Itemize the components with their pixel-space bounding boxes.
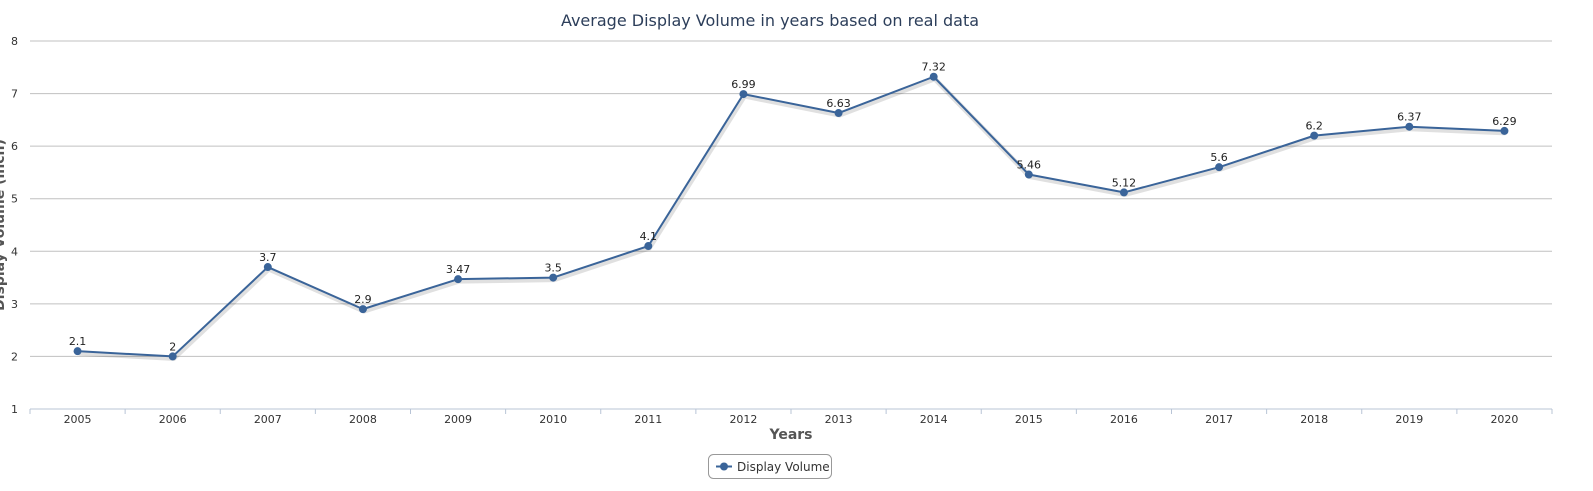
data-label: 6.2 <box>1305 120 1323 133</box>
series-line <box>77 75 1505 358</box>
data-label: 3.5 <box>544 262 562 275</box>
x-tick-label: 2015 <box>1015 413 1043 426</box>
x-tick-label: 2006 <box>159 413 187 426</box>
grid-lines <box>30 40 1552 357</box>
y-tick-label: 5 <box>11 193 18 206</box>
x-tick-label: 2016 <box>1110 413 1138 426</box>
data-point[interactable] <box>73 347 82 356</box>
data-label: 4.1 <box>640 230 658 243</box>
data-label: 3.7 <box>259 251 277 264</box>
data-point[interactable] <box>1405 122 1414 131</box>
x-tick-label: 2007 <box>254 413 282 426</box>
x-tick-label: 2005 <box>64 413 92 426</box>
data-point[interactable] <box>644 242 653 251</box>
data-point[interactable] <box>454 275 463 284</box>
data-point[interactable] <box>263 263 272 272</box>
legend-marker-icon <box>720 462 728 471</box>
x-tick-label: 2008 <box>349 413 377 426</box>
data-point[interactable] <box>1215 163 1224 172</box>
x-tick-label: 2017 <box>1205 413 1233 426</box>
data-point[interactable] <box>168 352 177 361</box>
x-tick-label: 2019 <box>1395 413 1423 426</box>
data-point[interactable] <box>1024 170 1033 179</box>
data-point[interactable] <box>834 109 843 118</box>
data-label: 6.63 <box>826 97 851 110</box>
data-label: 7.32 <box>921 61 946 74</box>
data-label: 2.1 <box>69 335 87 348</box>
y-axis: 1 2 3 4 5 6 7 8 <box>11 35 18 416</box>
x-tick-label: 2013 <box>825 413 853 426</box>
y-tick-label: 6 <box>11 140 18 153</box>
data-point[interactable] <box>1500 126 1509 135</box>
data-point[interactable] <box>1310 131 1319 140</box>
x-axis-title: Years <box>768 427 812 443</box>
data-label: 5.46 <box>1017 159 1042 172</box>
x-tick-label: 2011 <box>634 413 662 426</box>
x-axis: 2005 2006 2007 2008 2009 2010 2011 2012 2013 2014… <box>29 408 1553 426</box>
data-label: 3.47 <box>446 263 471 276</box>
data-point[interactable] <box>739 90 748 99</box>
data-label: 6.37 <box>1397 111 1422 124</box>
x-tick-label: 2009 <box>444 413 472 426</box>
x-tick-label: 2012 <box>729 413 757 426</box>
chart-title: Average Display Volume in years based on… <box>561 11 979 30</box>
y-tick-label: 8 <box>11 35 18 48</box>
x-tick-label: 2010 <box>539 413 567 426</box>
data-label: 2.9 <box>354 293 372 306</box>
data-label: 5.12 <box>1112 176 1137 189</box>
data-label: 6.29 <box>1492 115 1517 128</box>
y-tick-label: 2 <box>11 350 18 363</box>
data-label: 2 <box>169 340 176 353</box>
x-tick-label: 2020 <box>1490 413 1518 426</box>
legend-box <box>708 454 832 479</box>
y-tick-label: 4 <box>11 245 18 258</box>
data-point[interactable] <box>358 305 367 314</box>
data-label: 6.99 <box>731 78 756 91</box>
legend-item-display-volume[interactable]: Display Volume <box>737 460 830 474</box>
data-label: 5.6 <box>1210 151 1228 164</box>
x-tick-label: 2018 <box>1300 413 1328 426</box>
y-tick-label: 1 <box>11 403 18 416</box>
x-tick-label: 2014 <box>920 413 948 426</box>
y-tick-label: 3 <box>11 298 18 311</box>
legend[interactable]: Display Volume <box>708 454 832 479</box>
data-point[interactable] <box>549 273 558 282</box>
series-line-shadow <box>78 75 1506 361</box>
data-point[interactable] <box>929 72 938 81</box>
data-point[interactable] <box>1119 188 1128 197</box>
y-tick-label: 7 <box>11 88 18 101</box>
series-display-volume: 2.1 2 3.7 2.9 3.47 3.5 4.1 6.99 6.63 7.32 5.46 5.12… <box>69 61 1517 361</box>
y-axis-title: Display Volume (inch) <box>0 139 8 311</box>
